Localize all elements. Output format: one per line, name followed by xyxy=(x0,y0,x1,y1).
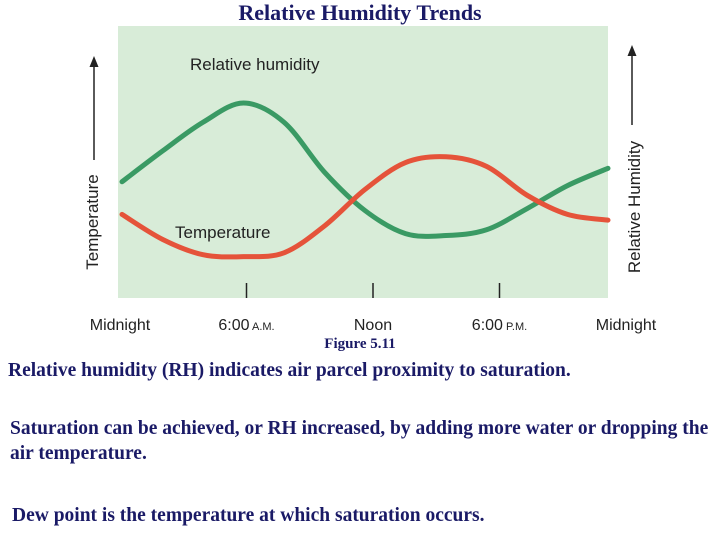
x-tick-label: 6:00 A.M. xyxy=(218,317,274,334)
left-axis-arrowhead xyxy=(89,56,99,67)
paragraph-rh-definition: Relative humidity (RH) indicates air par… xyxy=(8,360,571,381)
temperature-line xyxy=(119,154,611,260)
relative-humidity-label: Relative humidity xyxy=(190,55,320,74)
x-tick-label: Midnight xyxy=(90,317,151,334)
temperature-label: Temperature xyxy=(175,223,270,242)
relative-humidity-line xyxy=(119,100,611,239)
right-axis-arrowhead xyxy=(627,45,637,56)
relative-humidity-chart: Temperature Relative Humidity Midnight 6:… xyxy=(83,26,657,334)
figure-caption: Figure 5.11 xyxy=(324,336,396,352)
x-tick-label: Midnight xyxy=(596,317,657,334)
x-tick-label: 6:00 P.M. xyxy=(472,317,527,334)
x-tick-label: Noon xyxy=(354,317,392,334)
y-right-axis-label: Relative Humidity xyxy=(625,140,644,273)
slide-title: Relative Humidity Trends xyxy=(238,0,482,25)
y-left-axis-label: Temperature xyxy=(83,174,102,269)
paragraph-saturation: Saturation can be achieved, or RH increa… xyxy=(10,418,709,464)
paragraph-dew-point: Dew point is the temperature at which sa… xyxy=(12,505,485,526)
